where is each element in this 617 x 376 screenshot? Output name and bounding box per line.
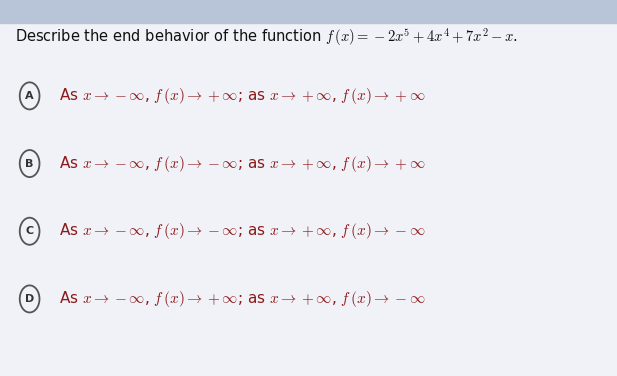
Text: B: B [25,159,34,168]
Text: As $x \to -\infty$, $f\,(x) \to +\infty$; as $x \to +\infty$, $f\,(x) \to +\inft: As $x \to -\infty$, $f\,(x) \to +\infty$… [59,86,425,106]
Text: A: A [25,91,34,101]
Bar [0,0,617,23]
Text: D: D [25,294,34,304]
Text: As $x \to -\infty$, $f\,(x) \to +\infty$; as $x \to +\infty$, $f\,(x) \to -\inft: As $x \to -\infty$, $f\,(x) \to +\infty$… [59,289,425,309]
Text: Describe the end behavior of the function $f\,(x) = -2x^5 + 4x^4 + 7x^2 - x$.: Describe the end behavior of the functio… [15,26,518,48]
Text: C: C [25,226,34,236]
Text: As $x \to -\infty$, $f\,(x) \to -\infty$; as $x \to +\infty$, $f\,(x) \to -\inft: As $x \to -\infty$, $f\,(x) \to -\infty$… [59,221,425,241]
Text: As $x \to -\infty$, $f\,(x) \to -\infty$; as $x \to +\infty$, $f\,(x) \to +\inft: As $x \to -\infty$, $f\,(x) \to -\infty$… [59,153,425,174]
